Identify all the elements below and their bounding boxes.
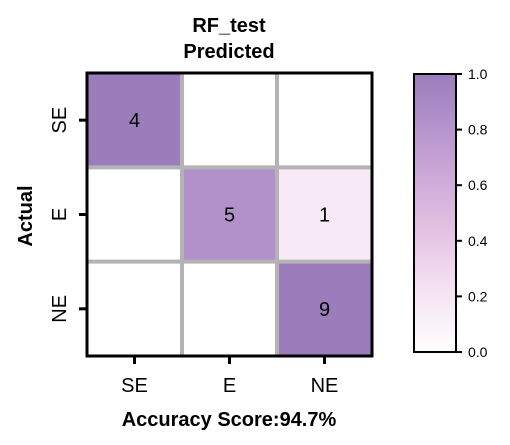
heatmap-cell bbox=[277, 73, 372, 168]
colorbar-tick-label: 0.0 bbox=[468, 344, 488, 360]
colorbar-tick-label: 0.6 bbox=[468, 177, 488, 193]
colorbar-tick-label: 0.8 bbox=[468, 122, 488, 138]
y-tick-label: NE bbox=[49, 295, 71, 323]
y-tick-label: E bbox=[49, 208, 71, 221]
heatmap-gridlines bbox=[87, 73, 372, 356]
x-axis-ticks: SE E NE bbox=[121, 356, 338, 397]
x-tick-label: NE bbox=[311, 375, 339, 397]
chart-title: RF_test bbox=[192, 15, 266, 37]
heatmap-cell bbox=[87, 167, 182, 262]
heatmap-cell bbox=[87, 73, 182, 168]
y-axis-ticks: SE E NE bbox=[49, 107, 87, 323]
colorbar-ticks: 0.0 0.2 0.4 0.6 0.8 1.0 bbox=[456, 66, 488, 360]
y-axis-label: Actual bbox=[15, 185, 37, 246]
heatmap-cell bbox=[277, 261, 372, 356]
cell-value-label: 9 bbox=[319, 299, 330, 321]
heatmap-cell bbox=[277, 167, 372, 262]
heatmap-cell bbox=[182, 73, 277, 168]
x-tick-label: SE bbox=[121, 375, 148, 397]
chart-subtitle: Predicted bbox=[183, 41, 274, 63]
colorbar-tick-label: 0.2 bbox=[468, 288, 488, 304]
heatmap-cells bbox=[87, 73, 372, 356]
cell-value-label: 1 bbox=[319, 205, 330, 227]
colorbar-tick-label: 1.0 bbox=[468, 66, 488, 82]
colorbar-tick-label: 0.4 bbox=[468, 233, 488, 249]
y-tick-label: SE bbox=[49, 107, 71, 134]
x-tick-label: E bbox=[223, 375, 236, 397]
cell-labels: 4 5 1 9 bbox=[129, 110, 330, 321]
cell-value-label: 5 bbox=[224, 205, 235, 227]
heatmap-cell bbox=[87, 261, 182, 356]
heatmap-cell bbox=[182, 167, 277, 262]
heatmap-cell bbox=[182, 261, 277, 356]
cell-value-label: 4 bbox=[129, 110, 140, 132]
x-axis-label: Accuracy Score:94.7% bbox=[122, 409, 337, 431]
colorbar bbox=[413, 73, 457, 353]
